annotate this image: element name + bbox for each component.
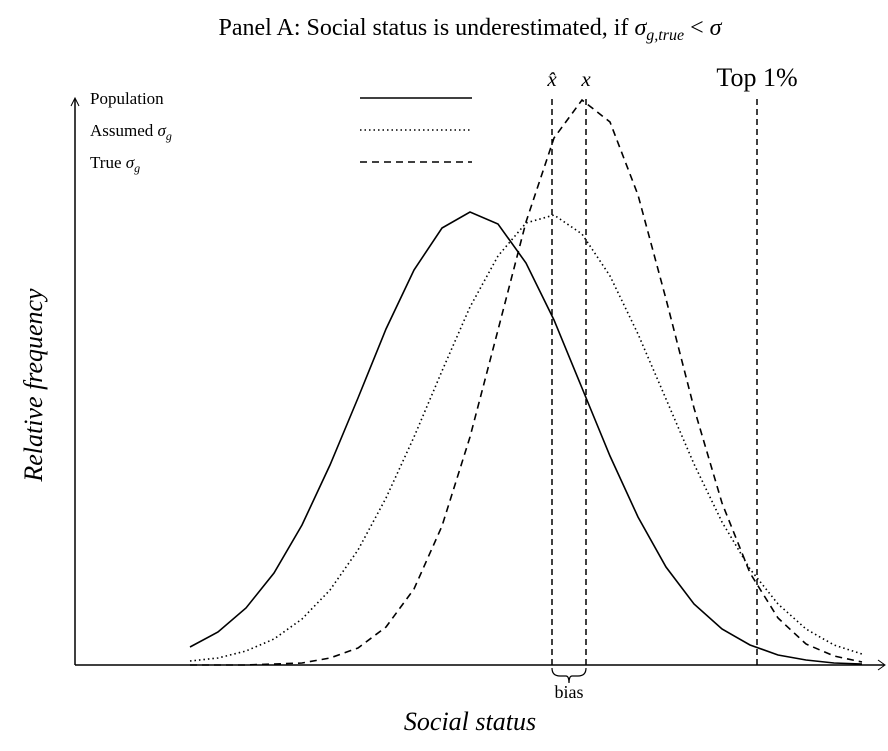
legend-symbol: σ: [158, 121, 167, 140]
title-part: σ: [710, 15, 723, 41]
title-part: σ: [634, 15, 647, 41]
legend-label: Assumed σg: [90, 121, 172, 143]
bias-label: bias: [555, 682, 584, 702]
chart-title: Panel A: Social status is underestimated…: [219, 15, 723, 44]
reference-label: x̂: [546, 67, 557, 91]
legend-name: True: [90, 153, 126, 172]
bias-brace: [551, 667, 587, 684]
legend-label: Population: [90, 89, 164, 108]
legend-sub: g: [134, 161, 140, 175]
reference-label: x: [580, 67, 591, 91]
series-line: [190, 98, 863, 666]
x-arrow: [877, 659, 886, 671]
legend-label: True σg: [90, 153, 140, 175]
reference-label: Top 1%: [716, 63, 797, 92]
legend-name: Assumed: [90, 121, 158, 140]
y-axis-label: Relative frequency: [19, 288, 48, 483]
legend-symbol: σ: [126, 153, 135, 172]
series-line: [189, 214, 863, 662]
title-part: Panel A: Social status is underestimated…: [219, 15, 635, 41]
y-arrow: [70, 96, 80, 107]
legend-name: Population: [90, 89, 164, 108]
title-part: g,true: [646, 27, 684, 44]
title-part: <: [684, 15, 710, 41]
x-axis-label: Social status: [404, 707, 536, 736]
legend-sub: g: [166, 129, 172, 143]
series-line: [189, 211, 863, 665]
